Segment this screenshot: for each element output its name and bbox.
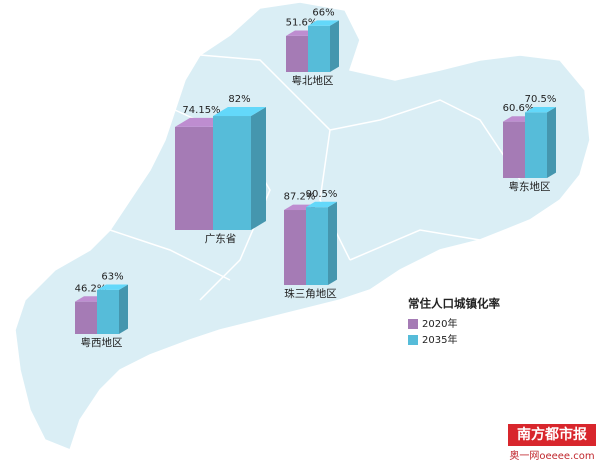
bar-front <box>525 112 547 178</box>
bar-side <box>328 201 337 285</box>
category-label: 珠三角地区 <box>284 287 337 300</box>
category-label: 粤西地区 <box>81 336 123 349</box>
bar-front <box>308 25 330 72</box>
category-label: 广东省 <box>205 232 237 245</box>
legend-swatch <box>408 335 418 345</box>
bar-side <box>251 107 266 230</box>
bar-front <box>97 289 119 334</box>
bar-front <box>75 301 97 334</box>
source-logo: 南方都市报 <box>517 426 587 443</box>
bar-top <box>97 284 128 290</box>
bar-front <box>175 126 213 230</box>
source-site: 奥一网oeeee.com <box>509 449 594 462</box>
logo-box <box>508 424 596 446</box>
category-label: 粤北地区 <box>292 74 334 87</box>
legend-label: 2020年 <box>422 317 457 330</box>
bar-side <box>547 107 556 178</box>
legend-title: 常住人口城镇化率 <box>408 297 500 311</box>
bar-front <box>306 207 328 285</box>
bar-front <box>213 116 251 230</box>
bar-top <box>525 107 556 113</box>
value-label: 87.2% <box>284 192 316 203</box>
bar-front <box>503 121 525 178</box>
value-label: 70.5% <box>525 94 557 105</box>
legend: 2020年 2035年 <box>408 317 457 346</box>
legend-label: 2035年 <box>422 333 457 346</box>
value-label: 51.6% <box>286 17 318 28</box>
bar-top <box>306 201 337 208</box>
bar-front <box>286 35 308 72</box>
value-label: 66% <box>312 7 334 18</box>
bar-side <box>330 20 339 72</box>
category-label: 粤东地区 <box>509 180 551 193</box>
value-label: 46.2% <box>75 283 107 294</box>
value-label: 74.15% <box>182 105 220 116</box>
value-label: 90.5% <box>306 189 338 200</box>
bar-top <box>308 20 339 26</box>
value-label: 63% <box>101 272 123 283</box>
bar-side <box>119 284 128 334</box>
bar-top <box>213 107 266 117</box>
value-label: 60.6% <box>503 103 535 114</box>
legend-swatch <box>408 319 418 329</box>
bars: 51.6%66% 粤北地区 74.15% 82% 广东省 87.2%90.5% 珠三角地区 6… <box>75 7 557 349</box>
bar-front <box>284 210 306 285</box>
value-label: 82% <box>228 94 250 105</box>
